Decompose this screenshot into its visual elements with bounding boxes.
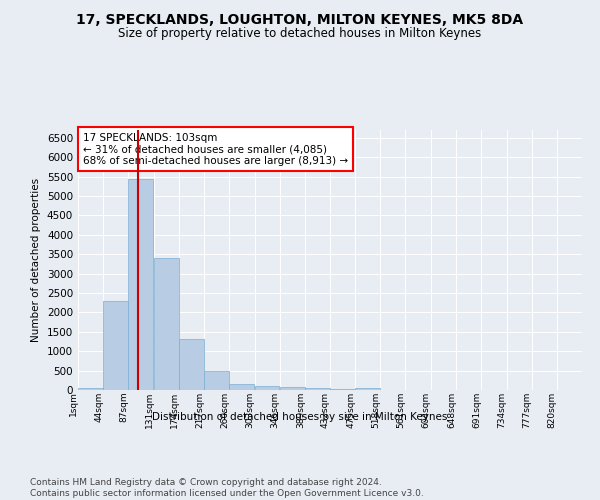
Bar [280,387,305,390]
Text: Contains HM Land Registry data © Crown copyright and database right 2024.
Contai: Contains HM Land Registry data © Crown c… [30,478,424,498]
Bar [103,301,128,390]
Bar [78,388,103,390]
Bar [204,372,229,390]
Text: 17 SPECKLANDS: 103sqm
← 31% of detached houses are smaller (4,085)
68% of semi-d: 17 SPECKLANDS: 103sqm ← 31% of detached … [83,132,348,166]
Text: Distribution of detached houses by size in Milton Keynes: Distribution of detached houses by size … [152,412,448,422]
Bar [355,388,380,390]
Text: Size of property relative to detached houses in Milton Keynes: Size of property relative to detached ho… [118,28,482,40]
Bar [229,384,254,390]
Bar [179,339,204,390]
Bar [128,178,153,390]
Text: 17, SPECKLANDS, LOUGHTON, MILTON KEYNES, MK5 8DA: 17, SPECKLANDS, LOUGHTON, MILTON KEYNES,… [76,12,524,26]
Bar [254,386,280,390]
Bar [154,258,179,390]
Bar [305,388,330,390]
Y-axis label: Number of detached properties: Number of detached properties [31,178,41,342]
Bar [330,388,355,390]
